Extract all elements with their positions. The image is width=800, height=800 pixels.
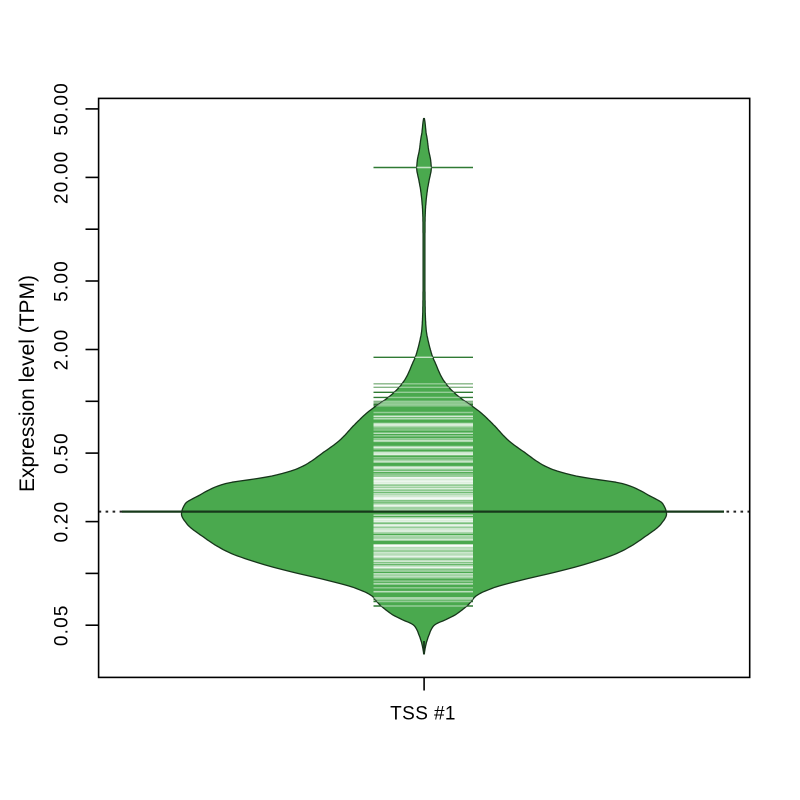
svg-text:50.00: 50.00 [52, 82, 73, 136]
svg-text:0.50: 0.50 [52, 432, 73, 474]
svg-text:20.00: 20.00 [52, 151, 73, 205]
svg-text:5.00: 5.00 [52, 260, 73, 302]
svg-text:0.05: 0.05 [52, 604, 73, 646]
svg-text:0.20: 0.20 [52, 501, 73, 543]
svg-text:2.00: 2.00 [52, 329, 73, 371]
svg-text:Expression level (TPM): Expression level (TPM) [16, 275, 39, 492]
svg-text:TSS #1: TSS #1 [390, 704, 456, 725]
